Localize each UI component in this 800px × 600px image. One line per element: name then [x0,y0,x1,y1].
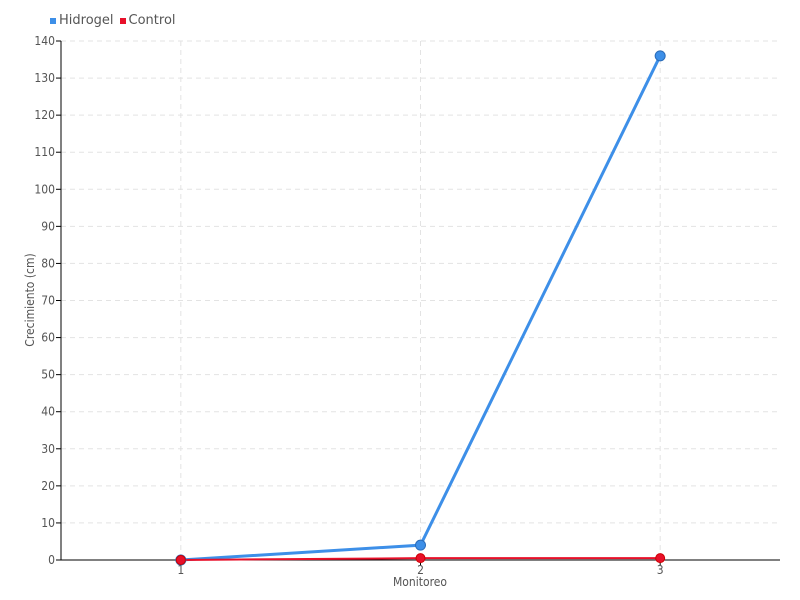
y-tick-label: 90 [41,219,55,233]
y-tick-label: 10 [41,516,55,530]
x-tick-label: 3 [657,563,664,577]
y-axis-label: Crecimiento (cm) [23,253,37,346]
data-point-hidrogel [654,50,666,62]
y-tick-label: 120 [34,108,55,122]
legend-swatch-control [119,17,126,24]
legend-label-hidrogel: Hidrogel [59,13,114,28]
y-tick-label: 0 [48,553,55,567]
x-tick-label: 2 [417,563,424,577]
y-tick-label: 20 [41,479,55,493]
y-tick-label: 30 [41,442,55,456]
data-point-control [655,553,666,564]
legend-swatch-hidrogel [50,17,56,24]
legend-label-control: Control [128,13,176,28]
legend: Hidrogel Control [50,13,176,28]
x-tick-label: 1 [177,563,184,577]
y-tick-label: 50 [41,368,55,382]
data-point-hidrogel [415,539,426,551]
y-tick-label: 130 [34,71,55,85]
y-tick-label: 110 [34,145,55,159]
y-tick-label: 70 [41,294,55,308]
y-tick-label: 140 [34,34,55,48]
y-tick-label: 60 [41,331,55,345]
legend-item-control[interactable]: Control [119,13,176,28]
data-point-control [175,555,186,565]
y-tick-label: 100 [34,182,55,196]
legend-item-hidrogel[interactable]: Hidrogel [50,13,114,28]
data-point-control [415,553,426,564]
y-tick-label: 40 [41,405,55,419]
y-tick-label: 80 [41,256,55,270]
x-axis-label: Monitoreo [393,575,447,589]
